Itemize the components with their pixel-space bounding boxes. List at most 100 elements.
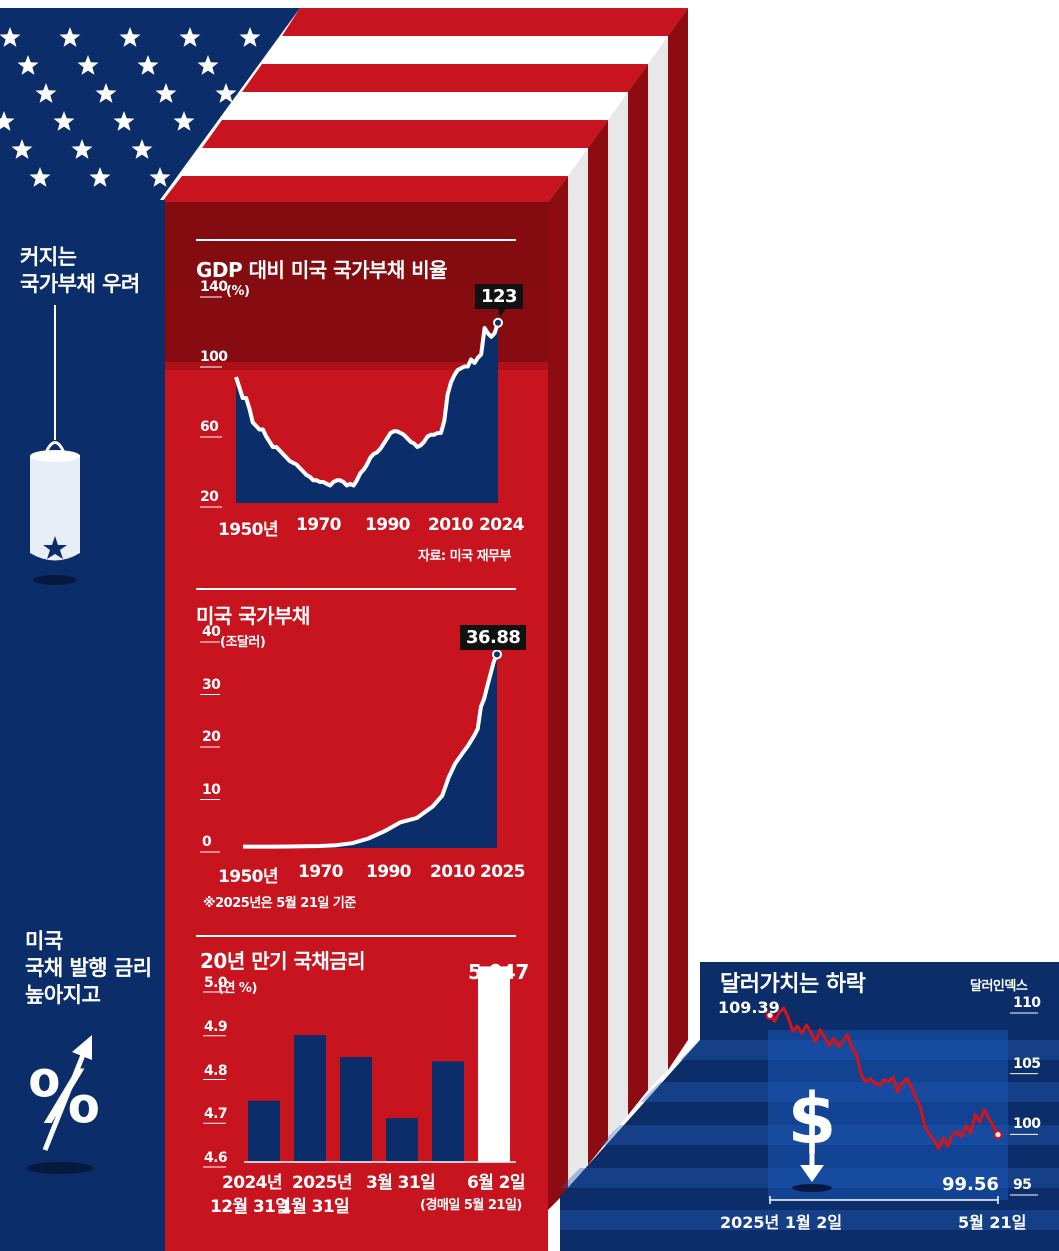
star-icon — [113, 111, 135, 131]
sidebar-label-yield-rise: 미국 국채 발행 금리 높아지고 — [25, 929, 152, 1007]
y-tick-label: 60 — [200, 419, 219, 435]
yield-bar — [248, 1100, 280, 1162]
y-tick-label: 0 — [202, 834, 212, 850]
chart3-title: 20년 만기 국채금리 — [200, 949, 366, 973]
y-tick-label: 4.9 — [204, 1018, 228, 1035]
dollar-index-end-point — [993, 1130, 1003, 1140]
star-icon — [173, 111, 195, 131]
star-icon — [215, 83, 237, 103]
chart1-unit: (%) — [226, 284, 250, 299]
flag-stripes-side — [548, 8, 688, 1210]
x-tick-label: 2024 — [479, 515, 525, 535]
star-icon — [149, 167, 171, 187]
y-tick-label: 100 — [1013, 1116, 1041, 1133]
chart4-end-label: 99.56 — [942, 1174, 999, 1195]
chart4-x-start: 2025년 1월 2일 — [720, 1213, 843, 1232]
star-icon — [0, 111, 15, 131]
sidebar-label-debt-concern: 커지는 국가부채 우려 — [20, 245, 140, 296]
gdp-ratio-endpoint — [493, 317, 503, 328]
x-tick-label: 1990 — [365, 515, 411, 535]
y-tick-label: 110 — [1013, 995, 1041, 1011]
x-tick-label: 1990 — [366, 862, 412, 882]
y-tick-label: 95 — [1013, 1177, 1032, 1193]
chart2-title: 미국 국가부채 — [196, 604, 310, 628]
star-icon — [71, 139, 93, 159]
chart2-unit: (조달러) — [220, 635, 266, 650]
flag-canton — [0, 8, 300, 200]
x-label-line1: 6월 2일 — [467, 1173, 525, 1193]
x-tick-label: 1970 — [298, 862, 344, 882]
debt-endpoint — [492, 649, 502, 660]
y-tick-label: 100 — [200, 349, 228, 365]
star-icon — [77, 55, 99, 75]
star-icon — [29, 167, 51, 187]
x-tick-label: 2010 — [428, 515, 474, 535]
chart1-source: 자료: 미국 재무부 — [418, 549, 511, 564]
y-tick-label: 105 — [1013, 1055, 1041, 1072]
star-icon — [119, 27, 141, 47]
x-tick-label: 1950년 — [218, 520, 279, 540]
star-icon — [95, 83, 117, 103]
x-tick-label: 2010 — [430, 862, 476, 882]
yield-bar — [478, 966, 510, 1162]
y-tick-label: 20 — [200, 489, 219, 505]
x-label-line1: 2025년 — [292, 1173, 353, 1193]
chart3-unit: (연 %) — [218, 981, 257, 996]
chart4-title: 달러가치는 하락 — [720, 972, 866, 997]
gdp-ratio-area — [236, 322, 498, 503]
flag-stripes-top — [162, 8, 688, 202]
y-tick-label: 10 — [202, 781, 221, 798]
x-tick-label: 1970 — [296, 515, 342, 535]
star-icon — [89, 167, 111, 187]
star-icon — [0, 27, 21, 47]
weight-icon — [30, 305, 80, 585]
x-label-line2: (경매일 5월 21일) — [420, 1198, 522, 1213]
yield-bar — [432, 1061, 464, 1162]
y-tick-label: 4.6 — [204, 1150, 228, 1166]
x-tick-label: 2025 — [480, 862, 526, 882]
dollar-index-start-point — [765, 1010, 775, 1020]
y-tick-label: 20 — [202, 729, 221, 745]
x-label-line2: 1월 31일 — [280, 1197, 350, 1217]
y-tick-label: 40 — [202, 624, 221, 640]
gdp-ratio-line — [234, 322, 500, 488]
percent-icon: % — [28, 1055, 101, 1139]
x-label-line2: 12월 31일 — [210, 1197, 291, 1217]
yield-bar — [386, 1118, 418, 1162]
y-tick-label: 30 — [202, 676, 221, 693]
star-icon — [137, 55, 159, 75]
star-icon — [197, 55, 219, 75]
debt-area — [243, 654, 497, 848]
sidebar-panel — [0, 200, 165, 1251]
debt-line — [243, 653, 499, 849]
star-icon — [17, 55, 39, 75]
star-icon — [155, 83, 177, 103]
yield-bar — [294, 1035, 326, 1162]
star-icon — [59, 27, 81, 47]
yield-bar — [340, 1057, 372, 1162]
treasury-yield-chart — [203, 966, 516, 1168]
star-icon — [239, 27, 261, 47]
chart3-highlight-label: 5.047 — [468, 960, 529, 984]
x-label-line1: 3월 31일 — [366, 1173, 436, 1193]
x-tick-label: 1950년 — [218, 867, 279, 887]
x-label-line1: 2024년 — [222, 1173, 283, 1193]
flag-stars — [0, 27, 261, 187]
dollar-down-icon: $ — [788, 1078, 836, 1192]
y-tick-label: 140 — [200, 279, 228, 295]
rising-arrow-icon — [26, 1035, 94, 1174]
star-icon — [131, 139, 153, 159]
dollar-index-line — [768, 1006, 1000, 1151]
y-tick-label: 4.7 — [204, 1106, 228, 1123]
chart4-start-label: 109.39 — [718, 998, 780, 1017]
star-icon — [179, 27, 201, 47]
dollar-index-chart — [765, 1006, 1038, 1204]
star-icon — [35, 83, 57, 103]
star-icon — [53, 111, 75, 131]
chart4-series-label: 달러인덱스 — [970, 979, 1028, 994]
chart2-note: ※2025년은 5월 21일 기준 — [203, 896, 356, 911]
chart4-x-end: 5월 21일 — [958, 1213, 1027, 1232]
chart2-callout: 36.88 — [460, 625, 527, 650]
